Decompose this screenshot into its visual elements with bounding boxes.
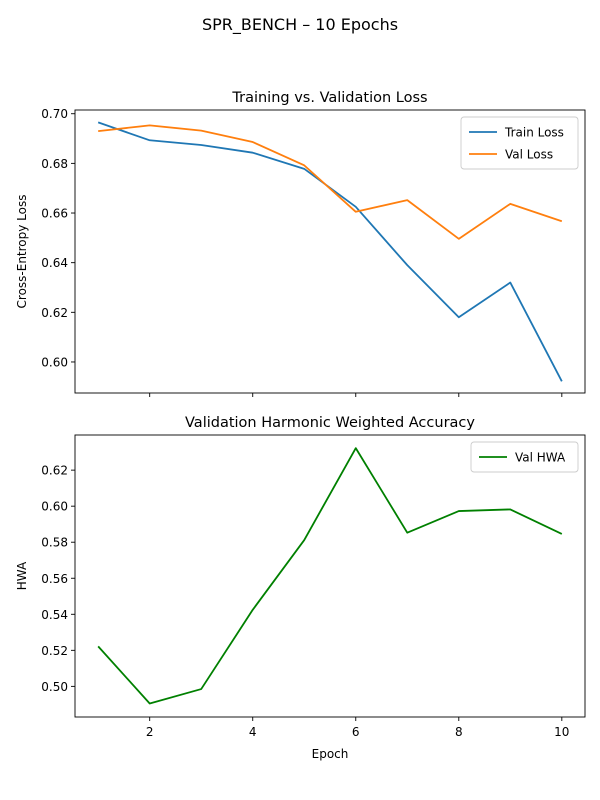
subplot-title: Validation Harmonic Weighted Accuracy	[185, 415, 475, 431]
y-tick-label: 0.60	[41, 500, 68, 514]
y-tick-label: 0.62	[41, 464, 68, 478]
subplot-title: Training vs. Validation Loss	[231, 90, 427, 106]
y-tick-label: 0.70	[41, 107, 68, 121]
legend-box	[460, 116, 579, 170]
legend-label: Train Loss	[504, 126, 564, 140]
series-line-val-hwa	[97, 447, 563, 705]
y-tick-label: 0.68	[41, 157, 68, 171]
y-tick-label: 0.62	[41, 306, 68, 320]
figure-title: SPR_BENCH – 10 Epochs	[202, 15, 398, 35]
y-tick-label: 0.66	[41, 207, 68, 221]
legend-label: Val Loss	[505, 148, 553, 162]
axes-frame	[74, 109, 586, 394]
legend: Train Loss Val Loss	[460, 116, 579, 170]
y-tick-label: 0.64	[41, 256, 68, 270]
legend: Val HWA	[470, 441, 579, 473]
y-tick-label: 0.52	[41, 644, 68, 658]
legend-label: Val HWA	[515, 451, 566, 465]
y-tick-label: 0.60	[41, 355, 68, 369]
y-axis-label: Cross-Entropy Loss	[15, 195, 29, 309]
subplot-2: Validation Harmonic Weighted Accuracy HWA…	[15, 415, 586, 761]
x-tick-label: 4	[249, 725, 257, 739]
subplot-1: Training vs. Validation Loss Cross-Entrop…	[15, 90, 586, 397]
x-tick-label: 6	[352, 725, 360, 739]
y-tick-label: 0.54	[41, 608, 68, 622]
x-tick-label: 8	[455, 725, 463, 739]
y-tick-label: 0.58	[41, 536, 68, 550]
y-tick-label: 0.56	[41, 572, 68, 586]
x-axis-label: Epoch	[312, 747, 349, 761]
axes-frame	[74, 434, 586, 718]
y-axis-label: HWA	[15, 561, 29, 590]
x-tick-label: 10	[554, 725, 569, 739]
series-line-val-loss	[98, 124, 563, 240]
x-tick-label: 2	[146, 725, 154, 739]
y-tick-label: 0.50	[41, 680, 68, 694]
legend-box	[470, 441, 579, 473]
